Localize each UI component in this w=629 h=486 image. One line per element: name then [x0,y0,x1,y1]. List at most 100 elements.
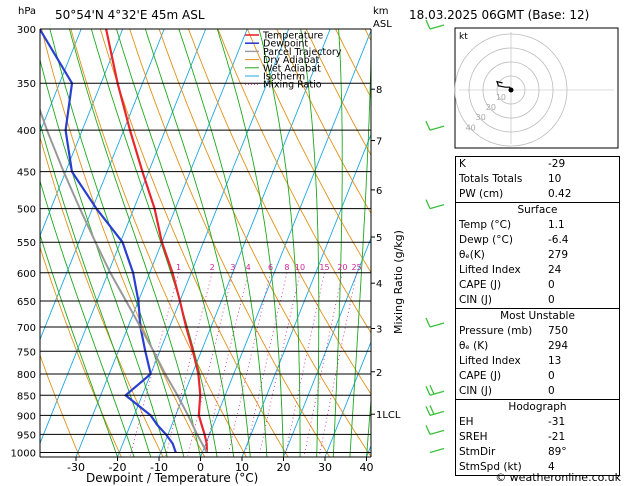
mu-row: Pressure (mb) 750 [459,325,569,337]
wind-barb-flag [425,386,431,396]
wind-barb-flag [429,385,435,395]
x-tick-label: 10 [235,461,249,474]
km-tick-label: 2 [376,368,382,379]
pressure-tick-label: 750 [17,347,36,358]
wet-adiabat-line [178,29,268,457]
km-tick-label: 8 [376,85,382,96]
datetime-label: 18.03.2025 06GMT (Base: 12) [409,8,590,22]
pressure-tick-label: 700 [17,323,36,334]
asl-label: ASL [373,19,392,30]
wet-adiabat-line [216,29,284,457]
wind-barb-flag [425,199,431,209]
wet-adiabat-line [349,35,371,457]
wet-adiabat-line [258,29,301,457]
wind-barb-flag [425,317,431,328]
wind-barb [429,24,445,30]
x-axis-title: Dewpoint / Temperature (°C) [86,471,259,485]
indices-table: K -29 Totals Totals 10 PW (cm) 0.42 Surface… [455,156,620,476]
wind-barb-flag [425,425,431,435]
km-label: km [373,6,389,17]
dry-adiabat-line [305,29,371,156]
dry-adiabat-line [217,29,371,334]
dry-adiabat-line [70,29,247,457]
copyright-footer[interactable]: © weatheronline.co.uk [495,471,621,484]
pressure-tick-label: 400 [17,126,36,137]
hodo-row: EH -31 [459,416,566,428]
pressure-tick-label: 950 [17,430,36,441]
wet-adiabat-line [332,29,343,457]
mixing-ratio-label: 2 [210,263,215,272]
mixing-ratio-line [319,272,357,457]
mixing-ratio-line [227,272,271,457]
mixing-ratio-label: 6 [268,263,273,272]
series-temperature [105,29,208,453]
x-tick-label: -30 [67,461,85,474]
hodograph-trace [496,80,512,91]
hodograph-ring-label: 40 [466,123,476,132]
x-tick-label: -20 [109,461,127,474]
km-tick-label: 3 [376,325,382,336]
wind-barb [429,322,445,328]
isotherm-line [40,29,165,341]
isotherm-line [200,29,371,457]
wind-barb [429,125,445,131]
wind-barb [429,410,445,417]
hodograph-frame [454,27,619,149]
surface-row: θₑ(K) 279 [459,249,569,261]
wet-adiabat-line [300,29,320,457]
wind-barb [429,429,445,436]
isotherm-line [117,29,290,457]
isotherm-line [40,29,124,237]
mixing-ratio-line [244,272,288,457]
wet-adiabat-line [49,29,185,457]
x-tick-label: 20 [277,461,291,474]
mu-row: θₑ (K) 294 [459,340,569,352]
surface-row: CIN (J) 0 [459,294,555,306]
wind-barb [429,204,445,210]
wet-adiabat-line [40,121,152,457]
legend-label: Wet Adiabat [263,63,321,74]
hodograph-section: Hodograph EH -31 SREH -21 StmDir 89° StmSpd… [456,399,619,475]
legend-label: Isotherm [263,72,305,83]
dry-adiabat-line [40,353,81,457]
wind-barb-flag [429,405,435,415]
isotherm-line [324,340,371,457]
hodograph-ring-label: 10 [496,93,506,102]
pressure-tick-label: 1000 [11,448,36,459]
dry-adiabat-line [99,29,289,457]
mixing-ratio-label: 20 [337,263,347,272]
legend-label: Temperature [262,31,323,42]
wet-adiabat-line [68,29,201,457]
mu-row: CIN (J) 0 [459,385,555,397]
x-tick-label: -10 [150,461,168,474]
isotherm-line [40,29,82,134]
mixing-ratio-line [165,272,213,457]
hodograph-storm-motion [508,87,514,93]
pressure-tick-label: 350 [17,79,36,90]
hodo-row: StmDir 89° [459,446,567,458]
mixing-ratio-label: 4 [246,263,251,272]
wind-barb [429,447,445,454]
isotherm-line [40,29,207,445]
surface-row: Temp (°C) 1.1 [459,219,565,231]
isotherm-line [158,29,331,457]
isotherm-line [241,133,371,457]
mixing-ratio-label: 25 [352,263,362,272]
x-tick-label: 40 [360,461,374,474]
wet-adiabat-line [40,58,168,457]
most-unstable-title: Most Unstable [500,310,575,322]
mixing-ratio-label: 1 [176,263,181,272]
surface-row: Lifted Index 24 [459,264,562,276]
mixing-ratio-label: 10 [295,263,305,272]
dry-adiabat-line [41,29,206,457]
hodograph-ring-label: 20 [486,103,496,112]
mu-row: CAPE (J) 0 [459,370,555,382]
dry-adiabat-line [276,29,371,215]
legend-label: Parcel Trajectory [263,47,342,58]
hodo-row: SREH -21 [459,431,566,443]
km-tick-label: 5 [376,233,382,244]
wet-adiabat-line [40,179,135,457]
pressure-tick-label: 300 [17,25,36,36]
